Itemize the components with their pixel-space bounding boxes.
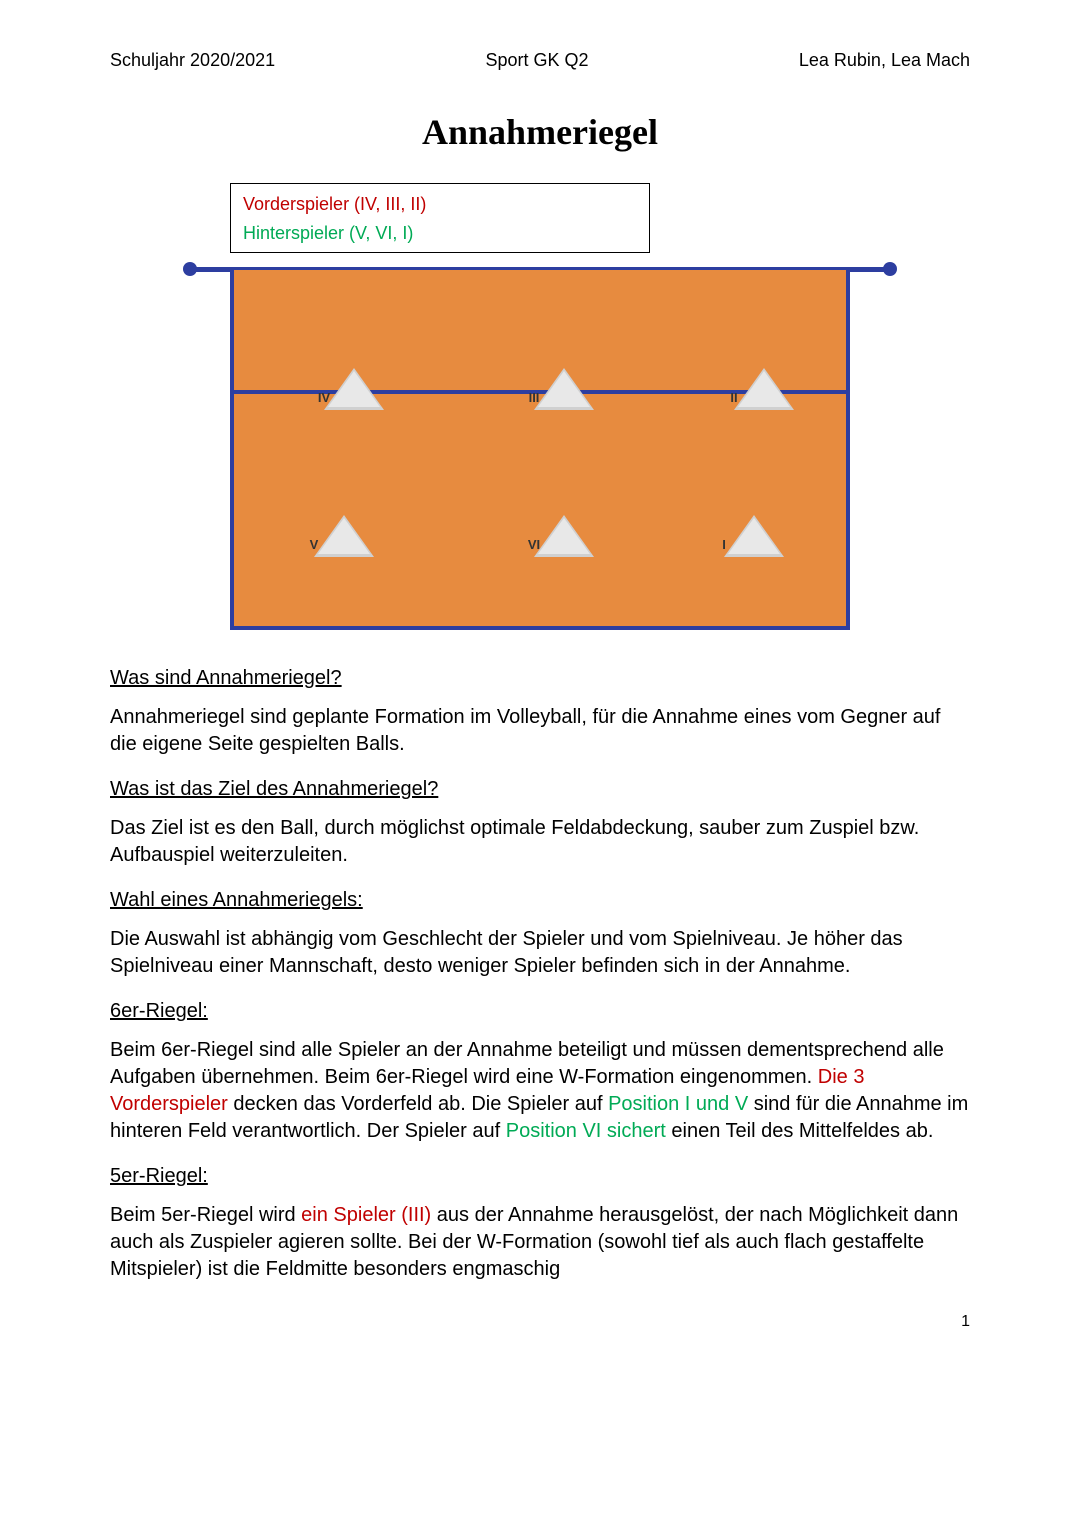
net-post-left [183,262,197,276]
net-post-right [883,262,897,276]
p4-text-c: decken das Vorderfeld ab. Die Spieler au… [228,1093,608,1115]
heading-q3: Wahl eines Annahmeriegels: [110,889,970,912]
legend-box: Vorderspieler (IV, III, II) Hinterspiele… [230,183,650,253]
paragraph-5: Beim 5er-Riegel wird ein Spieler (III) a… [110,1202,970,1283]
court-field: IVIIIIIVVII [230,270,850,630]
page-header: Schuljahr 2020/2021 Sport GK Q2 Lea Rubi… [110,50,970,71]
p5-text-a: Beim 5er-Riegel wird [110,1204,301,1226]
player-label-iii: III [504,390,564,405]
p5-highlight-spieler-iii: ein Spieler (III) [301,1204,431,1226]
paragraph-4: Beim 6er-Riegel sind alle Spieler an der… [110,1037,970,1145]
page-title: Annahmeriegel [110,111,970,153]
player-label-iv: IV [294,390,354,405]
paragraph-2: Das Ziel ist es den Ball, durch möglichs… [110,815,970,869]
heading-q2: Was ist das Ziel des Annahmeriegel? [110,778,970,801]
header-center: Sport GK Q2 [485,50,588,71]
p4-highlight-pos-i-v: Position I und V [608,1093,748,1115]
page-number: 1 [110,1313,970,1331]
paragraph-1: Annahmeriegel sind geplante Formation im… [110,704,970,758]
player-label-ii: II [704,390,764,405]
player-label-v: V [284,537,344,552]
paragraph-3: Die Auswahl ist abhängig vom Geschlecht … [110,926,970,980]
p4-highlight-pos-vi: Position VI sichert [506,1120,666,1142]
legend-front: Vorderspieler (IV, III, II) [243,194,637,215]
p5-text-d: Feldmitte besonders engmaschig [266,1258,561,1280]
heading-q4: 6er-Riegel: [110,1000,970,1023]
player-label-vi: VI [504,537,564,552]
header-right: Lea Rubin, Lea Mach [799,50,970,71]
legend-back: Hinterspieler (V, VI, I) [243,223,637,244]
player-label-i: I [694,537,754,552]
heading-q5: 5er-Riegel: [110,1165,970,1188]
header-left: Schuljahr 2020/2021 [110,50,275,71]
court-diagram: IVIIIIIVVII [230,267,850,637]
heading-q1: Was sind Annahmeriegel? [110,667,970,690]
p4-text-g: einen Teil des Mittelfeldes ab. [666,1120,934,1142]
